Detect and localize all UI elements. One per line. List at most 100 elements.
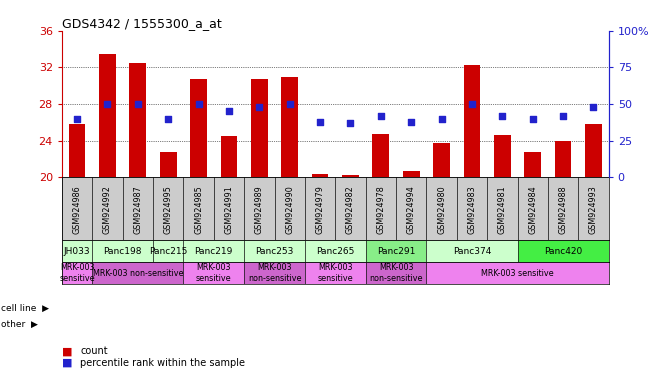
Text: percentile rank within the sample: percentile rank within the sample	[80, 358, 245, 368]
Point	[163, 116, 173, 122]
Text: Panc253: Panc253	[255, 247, 294, 256]
Text: ■: ■	[62, 346, 72, 356]
Point	[345, 120, 355, 126]
Text: GSM924978: GSM924978	[376, 185, 385, 233]
Bar	[342, 175, 359, 177]
Bar	[305, 177, 335, 240]
Bar	[184, 262, 244, 284]
Bar	[184, 177, 214, 240]
Text: Panc198: Panc198	[104, 247, 142, 256]
Bar	[335, 177, 366, 240]
Bar	[366, 177, 396, 240]
Bar	[525, 152, 541, 177]
Bar	[130, 63, 146, 177]
Bar	[244, 262, 305, 284]
Bar	[92, 240, 153, 262]
Text: GSM924980: GSM924980	[437, 185, 446, 233]
Text: GSM924986: GSM924986	[72, 185, 81, 233]
Bar	[518, 240, 609, 262]
Point	[254, 104, 264, 110]
Text: GSM924994: GSM924994	[407, 185, 416, 233]
Text: GSM924990: GSM924990	[285, 185, 294, 233]
Point	[72, 116, 82, 122]
Point	[193, 101, 204, 107]
Bar	[487, 177, 518, 240]
Text: GSM924989: GSM924989	[255, 185, 264, 233]
Text: GSM924982: GSM924982	[346, 185, 355, 233]
Bar	[464, 65, 480, 177]
Bar	[251, 79, 268, 177]
Bar	[153, 177, 184, 240]
Text: MRK-003
sensitive: MRK-003 sensitive	[318, 263, 353, 283]
Text: GSM924993: GSM924993	[589, 185, 598, 233]
Text: GSM924995: GSM924995	[163, 185, 173, 234]
Bar	[244, 177, 275, 240]
Text: Panc420: Panc420	[544, 247, 582, 256]
Bar	[494, 135, 510, 177]
Bar	[62, 177, 92, 240]
Text: GSM924987: GSM924987	[133, 185, 143, 233]
Bar	[305, 262, 366, 284]
Text: count: count	[80, 346, 107, 356]
Point	[467, 101, 477, 107]
Text: GSM924992: GSM924992	[103, 185, 112, 234]
Text: GSM924979: GSM924979	[316, 185, 325, 234]
Text: JH033: JH033	[64, 247, 90, 256]
Point	[527, 116, 538, 122]
Bar	[457, 177, 487, 240]
Point	[133, 101, 143, 107]
Point	[315, 119, 326, 125]
Text: MRK-003
sensitive: MRK-003 sensitive	[59, 263, 95, 283]
Text: MRK-003 non-sensitive: MRK-003 non-sensitive	[92, 269, 183, 278]
Bar	[281, 76, 298, 177]
Text: other  ▶: other ▶	[1, 320, 38, 329]
Bar	[305, 240, 366, 262]
Bar	[153, 240, 184, 262]
Bar	[518, 177, 548, 240]
Bar	[434, 144, 450, 177]
Bar	[184, 240, 244, 262]
Point	[284, 101, 295, 107]
Bar	[403, 171, 419, 177]
Text: Panc215: Panc215	[149, 247, 187, 256]
Bar	[122, 177, 153, 240]
Bar	[275, 177, 305, 240]
Text: cell line  ▶: cell line ▶	[1, 303, 49, 313]
Bar	[92, 262, 184, 284]
Point	[224, 108, 234, 114]
Point	[558, 113, 568, 119]
Bar	[426, 240, 518, 262]
Bar	[426, 177, 457, 240]
Text: GSM924983: GSM924983	[467, 185, 477, 233]
Text: GSM924985: GSM924985	[194, 185, 203, 233]
Bar	[92, 177, 122, 240]
Bar	[578, 177, 609, 240]
Point	[436, 116, 447, 122]
Bar	[585, 124, 602, 177]
Bar	[62, 240, 92, 262]
Bar	[62, 262, 92, 284]
Text: Panc265: Panc265	[316, 247, 354, 256]
Bar	[221, 136, 237, 177]
Bar	[159, 152, 176, 177]
Bar	[396, 177, 426, 240]
Text: MRK-003 sensitive: MRK-003 sensitive	[481, 269, 554, 278]
Text: MRK-003
non-sensitive: MRK-003 non-sensitive	[369, 263, 422, 283]
Text: Panc291: Panc291	[377, 247, 415, 256]
Bar	[69, 124, 85, 177]
Bar	[312, 174, 329, 177]
Text: GSM924981: GSM924981	[498, 185, 507, 233]
Text: MRK-003
sensitive: MRK-003 sensitive	[196, 263, 232, 283]
Bar	[372, 134, 389, 177]
Bar	[99, 54, 116, 177]
Point	[102, 101, 113, 107]
Text: Panc219: Panc219	[195, 247, 233, 256]
Bar	[555, 141, 572, 177]
Bar	[426, 262, 609, 284]
Text: ■: ■	[62, 358, 72, 368]
Text: GSM924984: GSM924984	[528, 185, 537, 233]
Text: MRK-003
non-sensitive: MRK-003 non-sensitive	[248, 263, 301, 283]
Bar	[366, 262, 426, 284]
Point	[376, 113, 386, 119]
Bar	[244, 240, 305, 262]
